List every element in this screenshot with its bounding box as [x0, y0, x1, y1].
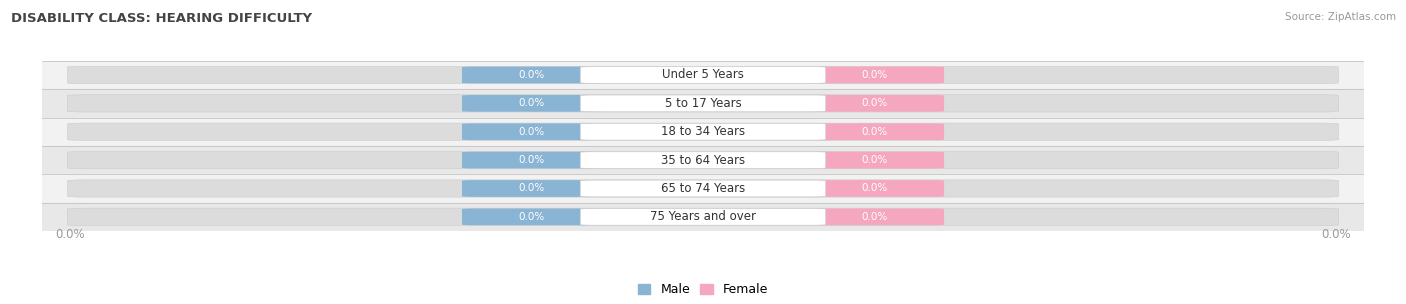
FancyBboxPatch shape: [806, 67, 943, 83]
Legend: Male, Female: Male, Female: [638, 283, 768, 296]
Bar: [42, 146, 1364, 174]
Text: DISABILITY CLASS: HEARING DIFFICULTY: DISABILITY CLASS: HEARING DIFFICULTY: [11, 12, 312, 25]
FancyBboxPatch shape: [581, 152, 825, 168]
Text: 0.0%: 0.0%: [517, 184, 544, 193]
Bar: [42, 89, 1364, 118]
Bar: [42, 174, 1364, 203]
FancyBboxPatch shape: [806, 209, 943, 225]
FancyBboxPatch shape: [806, 180, 943, 197]
FancyBboxPatch shape: [67, 180, 1339, 197]
Text: 0.0%: 0.0%: [862, 70, 889, 80]
FancyBboxPatch shape: [67, 208, 1339, 226]
Text: 0.0%: 0.0%: [862, 184, 889, 193]
FancyBboxPatch shape: [463, 152, 600, 168]
FancyBboxPatch shape: [463, 123, 600, 140]
FancyBboxPatch shape: [806, 123, 943, 140]
FancyBboxPatch shape: [581, 209, 825, 225]
Text: 35 to 64 Years: 35 to 64 Years: [661, 154, 745, 167]
Text: 75 Years and over: 75 Years and over: [650, 210, 756, 223]
FancyBboxPatch shape: [581, 180, 825, 197]
FancyBboxPatch shape: [67, 66, 1339, 84]
Text: 0.0%: 0.0%: [862, 155, 889, 165]
FancyBboxPatch shape: [463, 180, 600, 197]
FancyBboxPatch shape: [67, 123, 1339, 140]
FancyBboxPatch shape: [463, 95, 600, 112]
Text: 0.0%: 0.0%: [517, 70, 544, 80]
Text: 18 to 34 Years: 18 to 34 Years: [661, 125, 745, 138]
Text: 0.0%: 0.0%: [1322, 228, 1351, 241]
FancyBboxPatch shape: [806, 152, 943, 168]
Bar: [42, 61, 1364, 89]
FancyBboxPatch shape: [581, 123, 825, 140]
FancyBboxPatch shape: [463, 209, 600, 225]
Bar: [42, 118, 1364, 146]
Text: 0.0%: 0.0%: [517, 127, 544, 137]
Text: Source: ZipAtlas.com: Source: ZipAtlas.com: [1285, 12, 1396, 22]
Text: 0.0%: 0.0%: [517, 155, 544, 165]
FancyBboxPatch shape: [67, 95, 1339, 112]
Text: Under 5 Years: Under 5 Years: [662, 68, 744, 81]
FancyBboxPatch shape: [581, 67, 825, 83]
Text: 0.0%: 0.0%: [517, 98, 544, 108]
FancyBboxPatch shape: [581, 95, 825, 112]
Text: 65 to 74 Years: 65 to 74 Years: [661, 182, 745, 195]
FancyBboxPatch shape: [806, 95, 943, 112]
Text: 0.0%: 0.0%: [517, 212, 544, 222]
Text: 0.0%: 0.0%: [55, 228, 84, 241]
FancyBboxPatch shape: [463, 67, 600, 83]
Text: 0.0%: 0.0%: [862, 212, 889, 222]
Bar: [42, 203, 1364, 231]
Text: 5 to 17 Years: 5 to 17 Years: [665, 97, 741, 110]
FancyBboxPatch shape: [67, 151, 1339, 169]
Text: 0.0%: 0.0%: [862, 127, 889, 137]
Text: 0.0%: 0.0%: [862, 98, 889, 108]
